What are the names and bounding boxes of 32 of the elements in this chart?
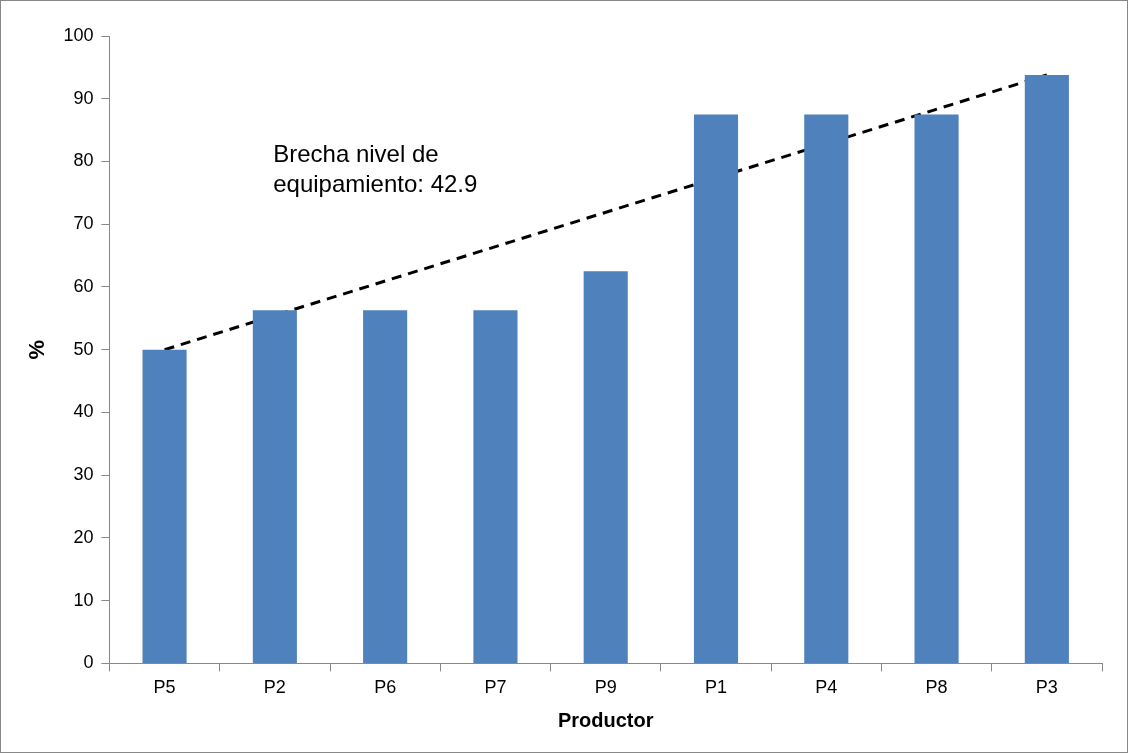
bar xyxy=(363,310,408,663)
y-axis-title: % xyxy=(24,339,50,360)
bar xyxy=(142,349,187,663)
x-tick-label: P2 xyxy=(263,677,286,698)
x-tick-label: P6 xyxy=(374,677,397,698)
x-tick-label: P7 xyxy=(484,677,507,698)
bar xyxy=(804,114,849,663)
x-tick-label: P5 xyxy=(153,677,176,698)
x-tick-label: P9 xyxy=(594,677,617,698)
bar xyxy=(693,114,739,663)
y-tick-label: 90 xyxy=(73,87,94,108)
x-axis-title: Productor xyxy=(557,708,654,731)
bar xyxy=(914,114,959,663)
x-tick-label: P8 xyxy=(925,677,948,698)
y-tick-label: 100 xyxy=(63,24,94,45)
y-tick-label: 50 xyxy=(73,338,94,359)
y-tick-label: 10 xyxy=(73,589,94,610)
y-tick-label: 0 xyxy=(83,652,94,673)
bar xyxy=(583,271,628,663)
bar xyxy=(252,310,297,663)
bar xyxy=(473,310,518,663)
x-tick-label: P3 xyxy=(1035,677,1058,698)
y-tick-label: 80 xyxy=(73,150,94,171)
y-tick-label: 70 xyxy=(73,213,94,234)
x-tick-label: P4 xyxy=(815,677,838,698)
bar xyxy=(1024,74,1069,663)
y-tick-label: 30 xyxy=(73,464,94,485)
y-tick-label: 40 xyxy=(73,401,94,422)
y-tick-label: 60 xyxy=(73,275,94,296)
y-tick-label: 20 xyxy=(73,526,94,547)
annotation: Brecha nivel de equipamiento: 42.9 xyxy=(273,139,478,197)
x-tick-label: P1 xyxy=(704,677,728,698)
